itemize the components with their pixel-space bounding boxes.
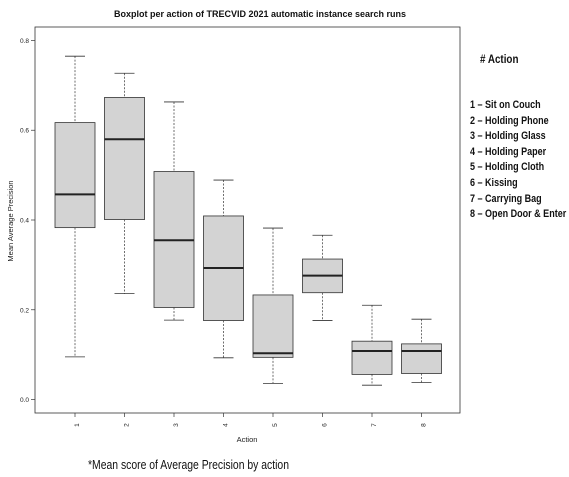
box-4 (203, 179, 244, 359)
box-5 (252, 227, 294, 384)
y-axis-label: Mean Average Precision (6, 180, 15, 261)
iqr-box (351, 340, 393, 375)
legend-item: 7 – Carrying Bag (470, 192, 542, 205)
legend-item: 2 – Holding Phone (470, 114, 549, 127)
footnote: *Mean score of Average Precision by acti… (88, 457, 289, 472)
x-tick-label: 2 (124, 423, 131, 427)
y-tick-label: 0.2 (20, 307, 29, 314)
y-tick-label: 0.6 (20, 128, 29, 135)
x-tick-label: 3 (173, 423, 180, 427)
iqr-box (54, 122, 96, 229)
x-tick-label: 7 (371, 423, 378, 427)
legend-item: 6 – Kissing (470, 176, 518, 189)
x-tick-label: 5 (272, 423, 279, 427)
box-3 (153, 101, 195, 321)
iqr-box (252, 294, 294, 358)
box-2 (104, 72, 145, 295)
y-axis: 0.0 0.2 0.4 0.6 0.8 (20, 38, 35, 404)
x-tick-label: 8 (421, 423, 428, 427)
legend-item: 5 – Holding Cloth (470, 161, 545, 174)
chart-title: Boxplot per action of TRECVID 2021 autom… (113, 9, 407, 19)
box-8 (401, 318, 442, 383)
x-tick-label: 6 (322, 423, 329, 427)
legend-item: 8 – Open Door & Enter (470, 208, 567, 221)
x-axis: 1 2 3 4 5 6 7 8 (74, 413, 428, 427)
boxes-group (54, 55, 442, 386)
box-1 (54, 55, 96, 358)
legend-heading: # Action (480, 52, 519, 66)
box-6 (302, 234, 343, 321)
y-tick-label: 0.4 (20, 218, 29, 225)
y-tick-label: 0.8 (20, 38, 29, 45)
plot-frame (34, 26, 461, 414)
legend-item: 3 – Holding Glass (470, 130, 546, 143)
y-tick-label: 0.0 (20, 397, 29, 404)
box-7 (351, 304, 393, 386)
x-tick-label: 1 (74, 423, 81, 427)
x-tick-label: 4 (223, 423, 230, 427)
legend-list: 1 – Sit on Couch 2 – Holding Phone 3 – H… (470, 98, 569, 223)
legend-item: 4 – Holding Paper (470, 145, 547, 158)
legend-item: 1 – Sit on Couch (470, 99, 541, 111)
iqr-box (401, 343, 442, 374)
x-axis-label: Action (237, 435, 258, 444)
iqr-box (104, 97, 145, 220)
